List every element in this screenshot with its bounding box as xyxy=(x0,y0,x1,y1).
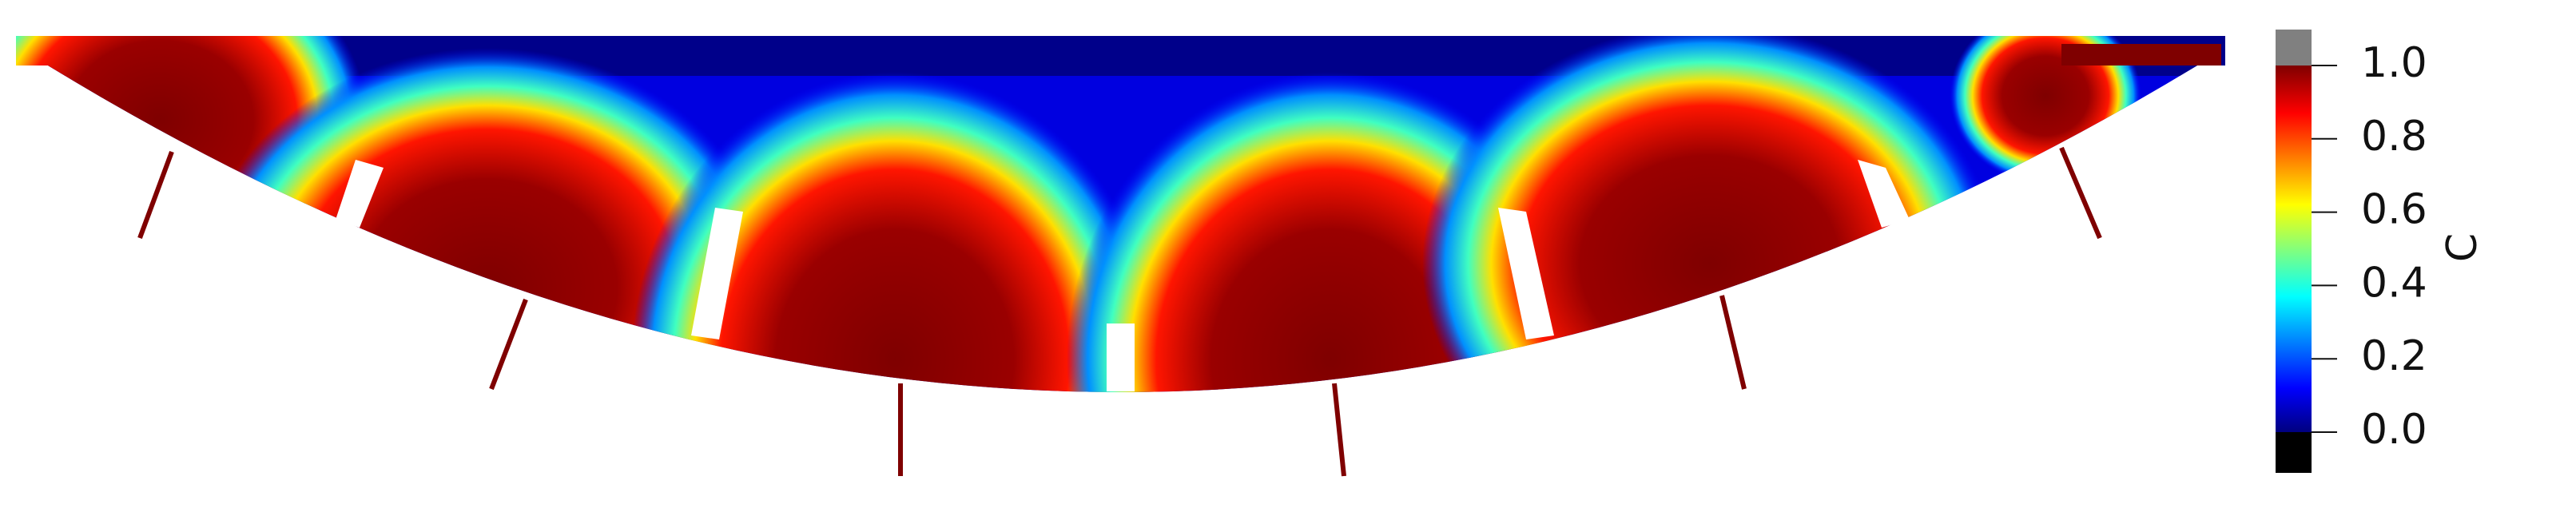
tick-label: 0.2 xyxy=(2361,332,2427,380)
tick-label: 0.4 xyxy=(2361,259,2427,307)
colorbar: C xyxy=(2276,30,2487,473)
top-strip xyxy=(2061,44,2221,65)
blob xyxy=(631,72,1159,392)
tick-label: 0.6 xyxy=(2361,186,2427,234)
field xyxy=(16,36,2225,477)
tick-label: 0.0 xyxy=(2361,406,2427,454)
color-scale xyxy=(2276,65,2312,432)
blob xyxy=(1950,36,2141,184)
above-range xyxy=(2276,30,2312,65)
tick-label: 0.8 xyxy=(2361,113,2427,161)
blob xyxy=(1422,36,1998,392)
below-range xyxy=(2276,432,2312,473)
legs xyxy=(137,146,2102,477)
slots xyxy=(336,160,1910,391)
colorbar-title: C xyxy=(2439,233,2487,262)
tick-label: 1.0 xyxy=(2361,39,2427,87)
